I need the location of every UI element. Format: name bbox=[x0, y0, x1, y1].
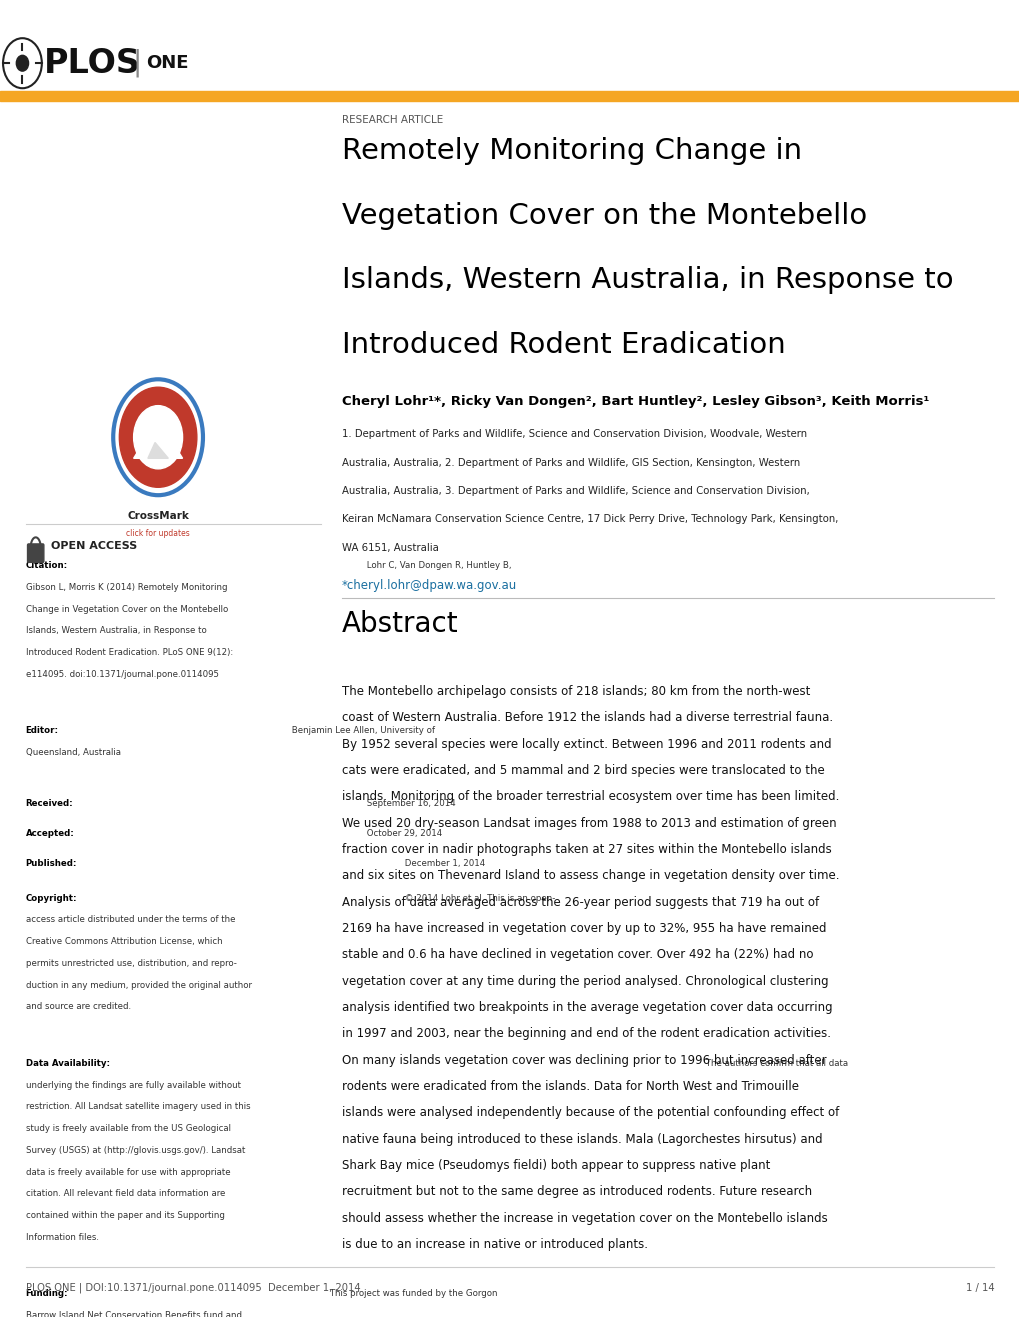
Text: in 1997 and 2003, near the beginning and end of the rodent eradication activitie: in 1997 and 2003, near the beginning and… bbox=[341, 1027, 829, 1040]
Text: islands were analysed independently because of the potential confounding effect : islands were analysed independently beca… bbox=[341, 1106, 839, 1119]
Text: study is freely available from the US Geological: study is freely available from the US Ge… bbox=[25, 1125, 230, 1133]
Text: Shark Bay mice (Pseudomys fieldi) both appear to suppress native plant: Shark Bay mice (Pseudomys fieldi) both a… bbox=[341, 1159, 769, 1172]
Text: coast of Western Australia. Before 1912 the islands had a diverse terrestrial fa: coast of Western Australia. Before 1912 … bbox=[341, 711, 832, 724]
Text: data is freely available for use with appropriate: data is freely available for use with ap… bbox=[25, 1168, 230, 1176]
Text: stable and 0.6 ha have declined in vegetation cover. Over 492 ha (22%) had no: stable and 0.6 ha have declined in veget… bbox=[341, 948, 812, 961]
Text: ONE: ONE bbox=[146, 54, 189, 72]
Text: *cheryl.lohr@dpaw.wa.gov.au: *cheryl.lohr@dpaw.wa.gov.au bbox=[341, 579, 517, 593]
Text: native fauna being introduced to these islands. Mala (Lagorchestes hirsutus) and: native fauna being introduced to these i… bbox=[341, 1133, 821, 1146]
Text: This project was funded by the Gorgon: This project was funded by the Gorgon bbox=[326, 1289, 496, 1299]
Text: Introduced Rodent Eradication. PLoS ONE 9(12):: Introduced Rodent Eradication. PLoS ONE … bbox=[25, 648, 232, 657]
Text: OPEN ACCESS: OPEN ACCESS bbox=[51, 541, 138, 552]
Text: Queensland, Australia: Queensland, Australia bbox=[25, 748, 120, 757]
Text: Survey (USGS) at (http://glovis.usgs.gov/). Landsat: Survey (USGS) at (http://glovis.usgs.gov… bbox=[25, 1146, 245, 1155]
Text: citation. All relevant field data information are: citation. All relevant field data inform… bbox=[25, 1189, 224, 1198]
Text: The authors confirm that all data: The authors confirm that all data bbox=[702, 1059, 847, 1068]
Text: Abstract: Abstract bbox=[341, 610, 458, 637]
Text: access article distributed under the terms of the: access article distributed under the ter… bbox=[25, 915, 234, 925]
Text: rodents were eradicated from the islands. Data for North West and Trimouille: rodents were eradicated from the islands… bbox=[341, 1080, 798, 1093]
Text: Citation:: Citation: bbox=[25, 561, 67, 570]
Text: duction in any medium, provided the original author: duction in any medium, provided the orig… bbox=[25, 981, 252, 989]
Text: permits unrestricted use, distribution, and repro-: permits unrestricted use, distribution, … bbox=[25, 959, 236, 968]
Text: Remotely Monitoring Change in: Remotely Monitoring Change in bbox=[341, 137, 801, 165]
Text: Change in Vegetation Cover on the Montebello: Change in Vegetation Cover on the Monteb… bbox=[25, 605, 227, 614]
Text: cats were eradicated, and 5 mammal and 2 bird species were translocated to the: cats were eradicated, and 5 mammal and 2… bbox=[341, 764, 823, 777]
Text: Received:: Received: bbox=[25, 799, 73, 809]
Text: Cheryl Lohr¹*, Ricky Van Dongen², Bart Huntley², Lesley Gibson³, Keith Morris¹: Cheryl Lohr¹*, Ricky Van Dongen², Bart H… bbox=[341, 395, 928, 408]
Text: September 16, 2014: September 16, 2014 bbox=[364, 799, 455, 809]
Text: Published:: Published: bbox=[25, 859, 76, 868]
Text: December 1, 2014: December 1, 2014 bbox=[401, 859, 485, 868]
Text: |: | bbox=[132, 49, 142, 78]
Text: e114095. doi:10.1371/journal.pone.0114095: e114095. doi:10.1371/journal.pone.011409… bbox=[25, 669, 218, 678]
Text: fraction cover in nadir photographs taken at 27 sites within the Montebello isla: fraction cover in nadir photographs take… bbox=[341, 843, 830, 856]
Text: Australia, Australia, 2. Department of Parks and Wildlife, GIS Section, Kensingt: Australia, Australia, 2. Department of P… bbox=[341, 457, 799, 468]
Text: contained within the paper and its Supporting: contained within the paper and its Suppo… bbox=[25, 1212, 224, 1220]
Text: On many islands vegetation cover was declining prior to 1996 but increased after: On many islands vegetation cover was dec… bbox=[341, 1054, 825, 1067]
Text: click for updates: click for updates bbox=[126, 529, 190, 539]
Text: Analysis of data averaged across the 26-year period suggests that 719 ha out of: Analysis of data averaged across the 26-… bbox=[341, 896, 818, 909]
Text: vegetation cover at any time during the period analysed. Chronological clusterin: vegetation cover at any time during the … bbox=[341, 975, 827, 988]
Text: © 2014 Lohr et al. This is an open-: © 2014 Lohr et al. This is an open- bbox=[401, 894, 554, 902]
Text: Islands, Western Australia, in Response to: Islands, Western Australia, in Response … bbox=[25, 627, 206, 635]
Text: We used 20 dry-season Landsat images from 1988 to 2013 and estimation of green: We used 20 dry-season Landsat images fro… bbox=[341, 817, 836, 830]
Polygon shape bbox=[133, 419, 182, 458]
Text: should assess whether the increase in vegetation cover on the Montebello islands: should assess whether the increase in ve… bbox=[341, 1212, 826, 1225]
Text: islands. Monitoring of the broader terrestrial ecosystem over time has been limi: islands. Monitoring of the broader terre… bbox=[341, 790, 839, 803]
Text: Data Availability:: Data Availability: bbox=[25, 1059, 109, 1068]
Text: Lohr C, Van Dongen R, Huntley B,: Lohr C, Van Dongen R, Huntley B, bbox=[364, 561, 512, 570]
Text: RESEARCH ARTICLE: RESEARCH ARTICLE bbox=[341, 115, 442, 125]
Text: CrossMark: CrossMark bbox=[127, 511, 189, 522]
Text: 1 / 14: 1 / 14 bbox=[965, 1283, 994, 1293]
Circle shape bbox=[133, 406, 182, 469]
Text: Funding:: Funding: bbox=[25, 1289, 68, 1299]
Text: Gibson L, Morris K (2014) Remotely Monitoring: Gibson L, Morris K (2014) Remotely Monit… bbox=[25, 582, 227, 591]
Text: 2169 ha have increased in vegetation cover by up to 32%, 955 ha have remained: 2169 ha have increased in vegetation cov… bbox=[341, 922, 825, 935]
Text: By 1952 several species were locally extinct. Between 1996 and 2011 rodents and: By 1952 several species were locally ext… bbox=[341, 738, 830, 751]
Text: 1. Department of Parks and Wildlife, Science and Conservation Division, Woodvale: 1. Department of Parks and Wildlife, Sci… bbox=[341, 429, 806, 440]
Circle shape bbox=[16, 55, 29, 71]
Text: October 29, 2014: October 29, 2014 bbox=[364, 830, 442, 838]
Text: Information files.: Information files. bbox=[25, 1233, 99, 1242]
Text: Editor:: Editor: bbox=[25, 727, 58, 735]
Text: and source are credited.: and source are credited. bbox=[25, 1002, 130, 1011]
Circle shape bbox=[119, 387, 197, 487]
Text: recruitment but not to the same degree as introduced rodents. Future research: recruitment but not to the same degree a… bbox=[341, 1185, 811, 1198]
Text: Keiran McNamara Conservation Science Centre, 17 Dick Perry Drive, Technology Par: Keiran McNamara Conservation Science Cen… bbox=[341, 514, 838, 524]
Text: Islands, Western Australia, in Response to: Islands, Western Australia, in Response … bbox=[341, 266, 953, 294]
Text: Barrow Island Net Conservation Benefits fund and: Barrow Island Net Conservation Benefits … bbox=[25, 1312, 242, 1317]
Text: Australia, Australia, 3. Department of Parks and Wildlife, Science and Conservat: Australia, Australia, 3. Department of P… bbox=[341, 486, 809, 497]
Text: WA 6151, Australia: WA 6151, Australia bbox=[341, 543, 438, 553]
Text: PLOS: PLOS bbox=[44, 46, 141, 80]
Text: restriction. All Landsat satellite imagery used in this: restriction. All Landsat satellite image… bbox=[25, 1102, 250, 1112]
Text: Benjamin Lee Allen, University of: Benjamin Lee Allen, University of bbox=[288, 727, 434, 735]
Text: Introduced Rodent Eradication: Introduced Rodent Eradication bbox=[341, 331, 785, 358]
Text: Vegetation Cover on the Montebello: Vegetation Cover on the Montebello bbox=[341, 202, 866, 229]
Text: The Montebello archipelago consists of 218 islands; 80 km from the north-west: The Montebello archipelago consists of 2… bbox=[341, 685, 809, 698]
FancyBboxPatch shape bbox=[28, 544, 44, 562]
Text: Copyright:: Copyright: bbox=[25, 894, 76, 902]
Text: underlying the findings are fully available without: underlying the findings are fully availa… bbox=[25, 1081, 240, 1089]
Text: PLOS ONE | DOI:10.1371/journal.pone.0114095  December 1, 2014: PLOS ONE | DOI:10.1371/journal.pone.0114… bbox=[25, 1283, 360, 1293]
Text: Accepted:: Accepted: bbox=[25, 830, 74, 838]
Polygon shape bbox=[148, 443, 168, 458]
Bar bbox=[0, 91, 1019, 101]
Text: is due to an increase in native or introduced plants.: is due to an increase in native or intro… bbox=[341, 1238, 647, 1251]
Text: Creative Commons Attribution License, which: Creative Commons Attribution License, wh… bbox=[25, 938, 222, 946]
Text: and six sites on Thevenard Island to assess change in vegetation density over ti: and six sites on Thevenard Island to ass… bbox=[341, 869, 839, 882]
Text: analysis identified two breakpoints in the average vegetation cover data occurri: analysis identified two breakpoints in t… bbox=[341, 1001, 832, 1014]
